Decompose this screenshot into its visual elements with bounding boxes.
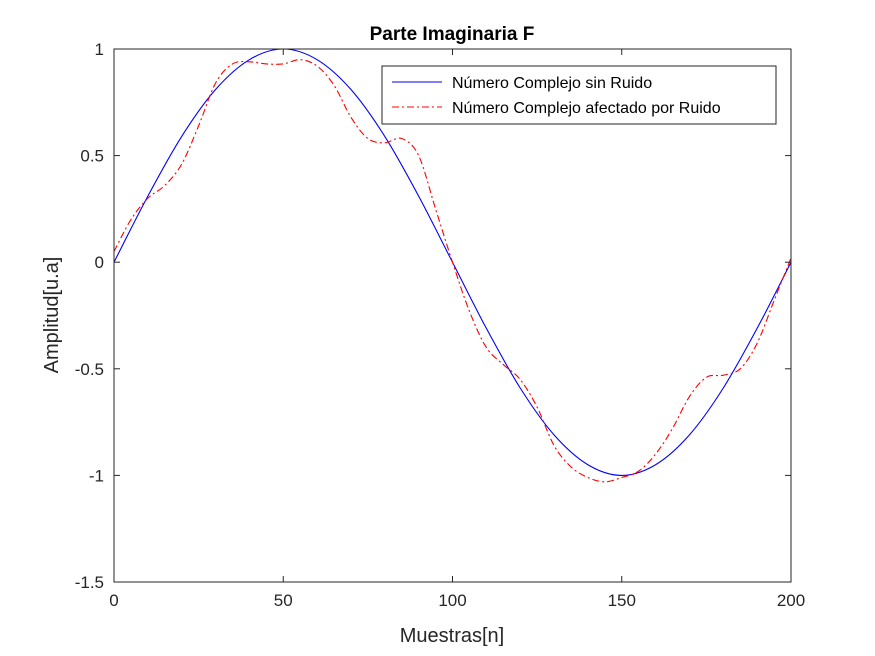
plot-area	[114, 49, 791, 582]
y-tick-label: -1	[89, 466, 104, 485]
y-tick-label: 0.5	[80, 147, 104, 166]
y-tick-label: -1.5	[75, 573, 104, 592]
x-tick-label: 150	[608, 591, 636, 610]
series-line-2	[113, 59, 792, 483]
x-tick-label: 50	[274, 591, 293, 610]
y-tick-label: 1	[95, 40, 104, 59]
x-axis-label: Muestras[n]	[400, 625, 504, 647]
x-tick-label: 0	[109, 591, 118, 610]
x-tick-label: 200	[777, 591, 805, 610]
x-tick-label: 100	[438, 591, 466, 610]
legend-label-2: Número Complejo afectado por Ruido	[452, 100, 721, 117]
y-tick-label: -0.5	[75, 360, 104, 379]
chart-title: Parte Imaginaria F	[370, 24, 535, 45]
legend-label-1: Número Complejo sin Ruido	[452, 75, 652, 92]
y-axis-label: Amplitud[u.a]	[41, 257, 63, 374]
axes-layer: 0 50 100 150 200 -1.5 -1 -0.5 0 0.5 1	[75, 40, 805, 610]
y-tick-label: 0	[95, 253, 104, 272]
legend-box	[381, 65, 777, 125]
legend: Número Complejo sin Ruido Número Complejo…	[381, 65, 777, 125]
series-layer	[113, 48, 792, 483]
